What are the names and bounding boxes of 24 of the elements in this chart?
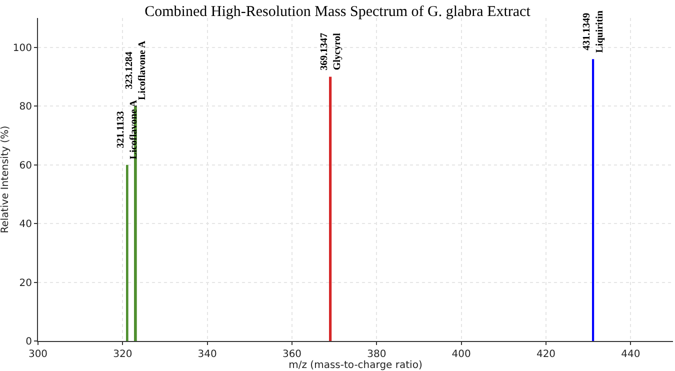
x-axis-title: m/z (mass-to-charge ratio) (288, 360, 422, 371)
x-tick-label: 360 (282, 349, 302, 360)
annotation: 321.1133 Licoflavone A (116, 99, 140, 160)
y-tick-label: 100 (12, 42, 32, 54)
chart-title: Combined High-Resolution Mass Spectrum of G. glabra Extract (144, 4, 532, 20)
annotation: 323.1284 Licoflavone A (124, 40, 148, 100)
annotation: 369.1347 Glycyrol (318, 32, 343, 70)
bar (329, 76, 332, 341)
x-tick-label: 380 (367, 349, 386, 360)
y-tick-label: 40 (19, 219, 32, 230)
bar (126, 164, 128, 341)
y-tick-label: 60 (19, 160, 32, 172)
annotation: 431.1349 Liquiritin (582, 10, 606, 53)
x-tick-label: 340 (198, 349, 217, 360)
x-tick-label: 320 (113, 349, 132, 360)
y-tick-label: 80 (19, 102, 32, 113)
y-tick-label: 0 (26, 336, 32, 348)
x-tick-label: 420 (536, 349, 556, 360)
bar (592, 59, 594, 341)
x-tick-label: 300 (28, 349, 48, 360)
y-tick-label: 20 (19, 278, 32, 289)
y-axis-title: Relative Intensity (%) (0, 126, 11, 234)
x-tick-label: 400 (452, 349, 471, 360)
x-tick-label: 440 (621, 349, 640, 360)
